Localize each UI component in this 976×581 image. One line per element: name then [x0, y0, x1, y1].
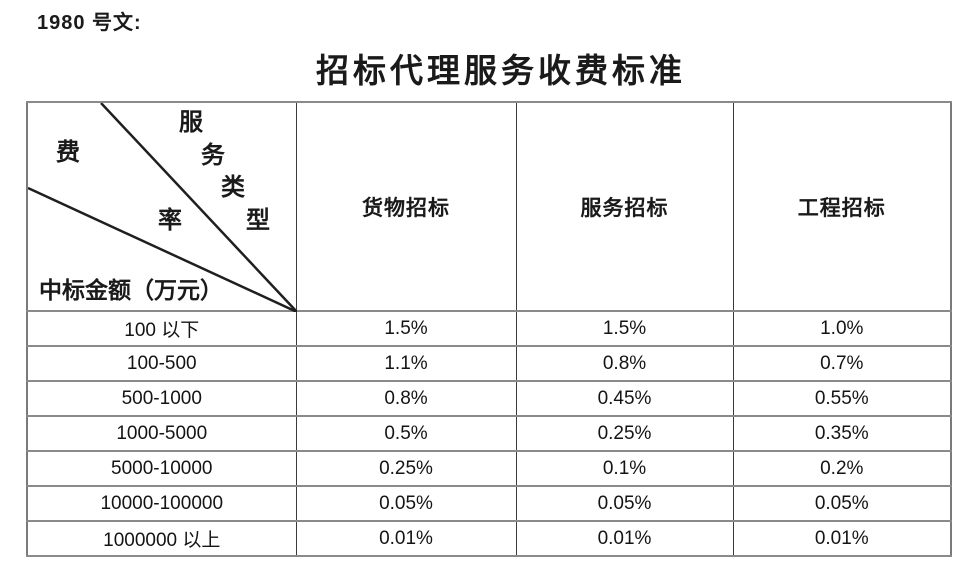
rate-value: 0.05%	[515, 485, 734, 522]
corner-label-type-char: 服	[179, 110, 203, 136]
corner-label-type-char: 务	[201, 143, 225, 169]
rate-value: 0.1%	[515, 450, 734, 487]
fee-standard-table: 服 务 类 型 费 率 中标金额（万元） 货物招标 服务招标 工程招标 100 …	[26, 101, 952, 557]
corner-label-type-char: 类	[221, 175, 245, 201]
amount-range: 5000-10000	[26, 450, 297, 487]
table-corner-cell: 服 务 类 型 费 率 中标金额（万元）	[26, 101, 297, 312]
table-row: 1000000 以上 0.01% 0.01% 0.01%	[26, 520, 952, 557]
table-row: 5000-10000 0.25% 0.1% 0.2%	[26, 450, 952, 487]
rate-value: 1.5%	[295, 310, 517, 347]
column-header-engineering: 工程招标	[732, 101, 952, 312]
table-row: 100 以下 1.5% 1.5% 1.0%	[26, 310, 952, 347]
rate-value: 0.01%	[295, 520, 517, 557]
table-row: 10000-100000 0.05% 0.05% 0.05%	[26, 485, 952, 522]
rate-value: 0.35%	[732, 415, 952, 452]
diagonal-divider-lines	[28, 103, 297, 312]
rate-value: 0.2%	[732, 450, 952, 487]
rate-value: 0.25%	[515, 415, 734, 452]
rate-value: 0.55%	[732, 380, 952, 417]
page-title: 招标代理服务收费标准	[316, 54, 686, 90]
column-header-services: 服务招标	[515, 101, 734, 312]
rate-value: 0.8%	[515, 345, 734, 382]
rate-value: 0.25%	[295, 450, 517, 487]
corner-label-fee-char: 费	[56, 140, 80, 166]
rate-value: 0.8%	[295, 380, 517, 417]
amount-range: 1000000 以上	[26, 520, 297, 557]
amount-range: 1000-5000	[26, 415, 297, 452]
amount-range: 10000-100000	[26, 485, 297, 522]
table-row: 100-500 1.1% 0.8% 0.7%	[26, 345, 952, 382]
rate-value: 1.5%	[515, 310, 734, 347]
table-row: 1000-5000 0.5% 0.25% 0.35%	[26, 415, 952, 452]
rate-value: 0.05%	[295, 485, 517, 522]
rate-value: 0.7%	[732, 345, 952, 382]
amount-range: 100-500	[26, 345, 297, 382]
corner-label-amount: 中标金额（万元）	[39, 278, 223, 303]
column-header-goods: 货物招标	[295, 101, 517, 312]
rate-value: 0.45%	[515, 380, 734, 417]
amount-range: 500-1000	[26, 380, 297, 417]
table-header-row: 服 务 类 型 费 率 中标金额（万元） 货物招标 服务招标 工程招标	[26, 101, 952, 312]
rate-value: 0.01%	[515, 520, 734, 557]
doc-reference-number: 1980 号文:	[37, 12, 142, 34]
corner-label-fee-char: 率	[158, 208, 182, 234]
rate-value: 1.1%	[295, 345, 517, 382]
rate-value: 0.05%	[732, 485, 952, 522]
corner-label-type-char: 型	[246, 208, 270, 234]
table-row: 500-1000 0.8% 0.45% 0.55%	[26, 380, 952, 417]
rate-value: 0.01%	[732, 520, 952, 557]
rate-value: 0.5%	[295, 415, 517, 452]
rate-value: 1.0%	[732, 310, 952, 347]
amount-range: 100 以下	[26, 310, 297, 347]
